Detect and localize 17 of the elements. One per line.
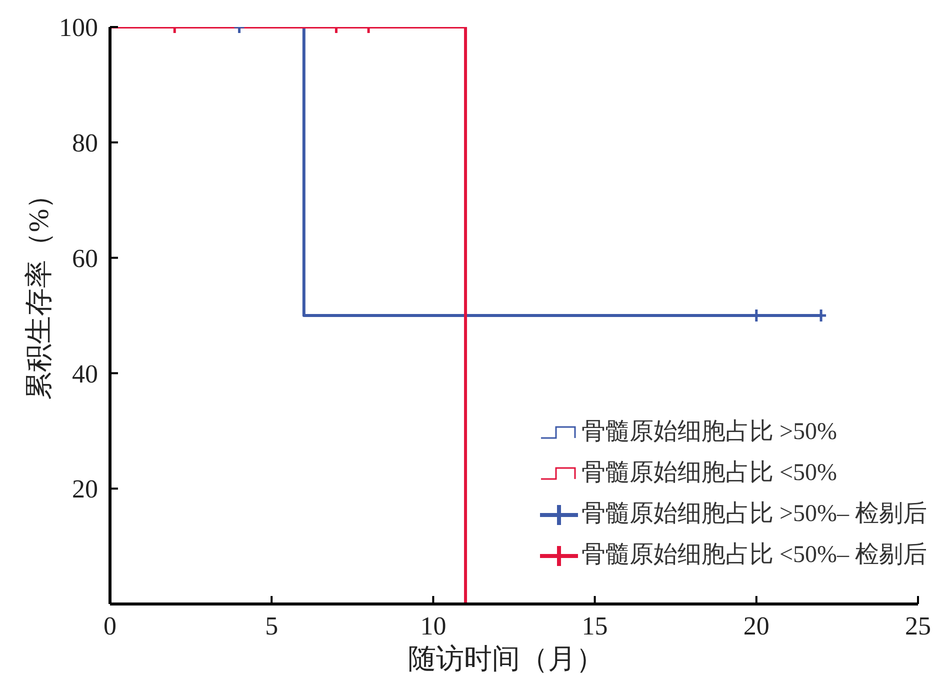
x-tick-label: 15	[582, 611, 608, 640]
x-tick-label: 0	[104, 611, 116, 640]
legend-label: 骨髓原始细胞占比 >50%	[581, 418, 837, 447]
x-tick-label: 5	[265, 611, 278, 640]
y-tick-label: 60	[72, 244, 98, 273]
y-tick-label: 80	[72, 128, 98, 158]
legend-label: 骨髓原始细胞占比 <50%– 检剔后	[581, 541, 927, 570]
legend-label: 骨髓原始细胞占比 >50%– 检剔后	[581, 500, 927, 529]
x-axis-title: 随访时间（月）	[408, 644, 604, 675]
x-tick-label: 25	[905, 611, 931, 640]
legend-label: 骨髓原始细胞占比 <50%	[581, 459, 837, 488]
y-tick-label: 20	[72, 474, 98, 504]
y-tick-label: 100	[59, 13, 98, 42]
y-tick-label: 40	[72, 359, 98, 388]
x-tick-label: 20	[743, 611, 770, 640]
x-tick-label: 10	[420, 611, 446, 640]
y-axis-title: 累积生存率（%）	[24, 180, 55, 400]
